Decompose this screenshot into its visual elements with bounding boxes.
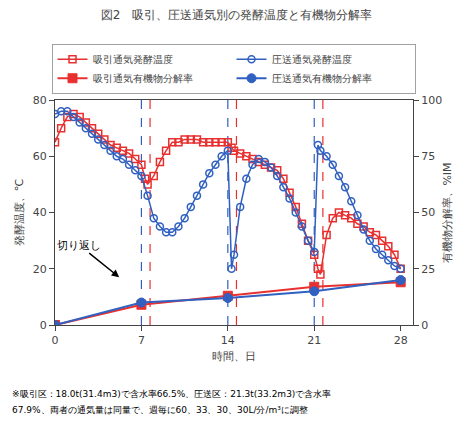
- svg-text:75: 75: [421, 150, 435, 163]
- svg-text:吸引通気有機物分解率: 吸引通気有機物分解率: [93, 73, 193, 84]
- svg-text:67.9%、両者の通気量は同量で、週毎に60、33、30、3: 67.9%、両者の通気量は同量で、週毎に60、33、30、30L/分/m³に調整: [12, 405, 308, 415]
- svg-text:50: 50: [421, 206, 435, 219]
- svg-text:※吸引区：18.0t(31.4m3)で含水率66.5%、圧送: ※吸引区：18.0t(31.4m3)で含水率66.5%、圧送区：21.3t(33…: [12, 389, 331, 399]
- svg-text:60: 60: [33, 150, 47, 163]
- svg-text:21: 21: [307, 334, 321, 347]
- svg-text:20: 20: [33, 263, 47, 276]
- svg-text:有機物分解率、%IM: 有機物分解率、%IM: [441, 162, 454, 262]
- svg-text:時間、日: 時間、日: [212, 350, 256, 363]
- svg-text:100: 100: [421, 94, 442, 107]
- svg-text:40: 40: [33, 206, 47, 219]
- svg-text:14: 14: [221, 334, 235, 347]
- svg-text:80: 80: [33, 94, 47, 107]
- svg-text:吸引通気発酵温度: 吸引通気発酵温度: [93, 54, 173, 65]
- svg-text:切り返し: 切り返し: [57, 239, 101, 252]
- svg-text:0: 0: [40, 319, 47, 332]
- svg-text:28: 28: [394, 334, 408, 347]
- svg-text:圧送通気発酵温度: 圧送通気発酵温度: [272, 54, 352, 65]
- svg-text:0: 0: [421, 319, 428, 332]
- svg-text:7: 7: [138, 334, 145, 347]
- svg-text:25: 25: [421, 263, 435, 276]
- svg-text:圧送通気有機物分解率: 圧送通気有機物分解率: [272, 73, 372, 84]
- svg-text:0: 0: [52, 334, 59, 347]
- svg-text:発酵温度、℃: 発酵温度、℃: [13, 179, 26, 246]
- svg-text:図2 吸引、圧送通気別の発酵温度と有機物分解率: 図2 吸引、圧送通気別の発酵温度と有機物分解率: [101, 8, 373, 22]
